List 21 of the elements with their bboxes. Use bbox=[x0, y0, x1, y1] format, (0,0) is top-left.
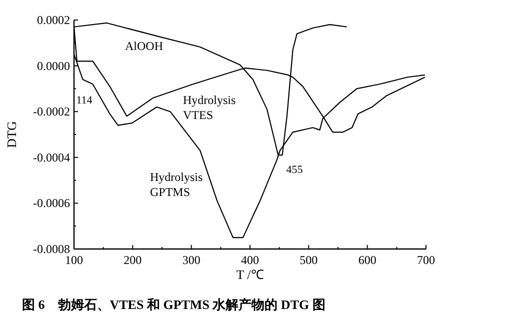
y-tick-label: -0.0004 bbox=[33, 150, 70, 164]
x-tick-label: 600 bbox=[358, 253, 376, 267]
series-label: AlOOH bbox=[125, 39, 164, 53]
x-tick-label: 400 bbox=[241, 253, 259, 267]
series-label: Hydrolysis GPTMS bbox=[150, 170, 203, 199]
y-tick-label: 0.0000 bbox=[37, 58, 70, 73]
annotation: 114 bbox=[76, 94, 93, 107]
x-tick-label: 700 bbox=[417, 253, 435, 267]
y-tick-label: -0.0008 bbox=[33, 242, 70, 256]
text: 图 6 勃姆石、VTES 和 GPTMS 水解产物的 DTG 图 bbox=[22, 297, 326, 312]
y-tick-label: 0.0002 bbox=[37, 13, 70, 27]
x-tick-label: 300 bbox=[182, 253, 200, 267]
y-tick-label: -0.0006 bbox=[33, 196, 70, 210]
x-tick-label: 500 bbox=[300, 253, 318, 267]
x-tick-label: 100 bbox=[65, 253, 83, 267]
y-tick-label: -0.0002 bbox=[33, 104, 70, 119]
x-tick-label: 200 bbox=[124, 253, 142, 267]
x-axis-title: T /℃ bbox=[236, 267, 264, 282]
y-axis-title: DTG bbox=[4, 121, 19, 148]
annotation: 455 bbox=[286, 164, 304, 176]
series-label: Hydrolysis VTES bbox=[183, 93, 236, 122]
